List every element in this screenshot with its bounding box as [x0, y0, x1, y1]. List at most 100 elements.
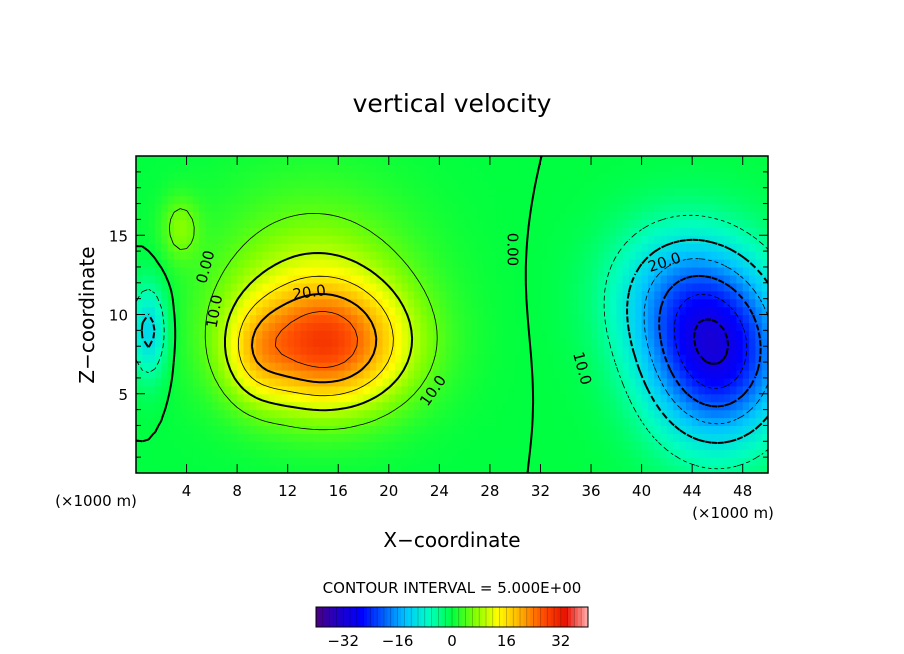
colorbar-swatch: [404, 607, 409, 627]
contour-level-0: [136, 156, 543, 473]
colorbar-swatch: [316, 607, 320, 627]
colorbar-swatch: [363, 607, 368, 627]
colorbar-swatch: [394, 607, 398, 627]
y-axis-title: Z−coordinate: [75, 246, 99, 383]
colorbar-swatch: [557, 607, 562, 627]
colorbar-swatch: [533, 607, 538, 627]
colorbar-swatch: [380, 607, 385, 627]
colorbar-swatch: [526, 607, 531, 627]
contour-interval-text: CONTOUR INTERVAL = 5.000E+00: [323, 579, 582, 597]
contour-level-neg10: [140, 238, 768, 444]
colorbar-swatch: [458, 607, 463, 627]
colorbar-swatch: [574, 607, 579, 627]
colorbar-swatch: [513, 607, 517, 627]
colorbar-swatch: [509, 607, 514, 627]
colorbar-swatch: [581, 607, 585, 627]
colorbar-swatch: [577, 607, 582, 627]
contour-level-20: [250, 293, 378, 384]
y-tick-label: 10: [109, 307, 128, 325]
colorbar-swatch: [336, 607, 341, 627]
colorbar-swatch: [407, 607, 412, 627]
x-tick-label: 4: [182, 482, 192, 500]
colorbar-swatch: [411, 607, 415, 627]
contour-label: 10.0: [203, 293, 227, 329]
colorbar-frame: [315, 606, 589, 628]
colorbar-swatch: [503, 607, 507, 627]
colorbar-swatch: [543, 607, 548, 627]
colorbar-swatch: [489, 607, 494, 627]
colorbar-swatch: [554, 607, 558, 627]
colorbar-swatch: [329, 607, 334, 627]
x-tick-label: 8: [232, 482, 242, 500]
contour-label: 0.00: [504, 233, 522, 266]
contour-level-neg5: [136, 214, 768, 470]
colorbar-swatch: [496, 607, 500, 627]
x-tick-label: 16: [329, 482, 348, 500]
contour-level-neg30: [693, 318, 730, 365]
y-tick-label: 15: [109, 227, 128, 245]
colorbar-tick-label: −32: [327, 632, 359, 650]
colorbar-swatch: [435, 607, 439, 627]
contour-level-5: [168, 208, 438, 431]
colorbar-swatch: [421, 607, 426, 627]
colorbar-swatch: [560, 607, 565, 627]
contour-level-10: [224, 252, 414, 412]
colorbar-swatch: [384, 607, 388, 627]
colorbar-swatch: [428, 607, 432, 627]
colorbar-swatch: [540, 607, 545, 627]
colorbar-swatch: [377, 607, 381, 627]
colorbar-swatch: [370, 607, 375, 627]
colorbar-swatch: [424, 607, 429, 627]
colorbar-swatch: [343, 607, 347, 627]
x-tick-label: 36: [581, 482, 600, 500]
colorbar-tick-label: 32: [551, 632, 570, 650]
x-tick-label: 44: [683, 482, 702, 500]
colorbar-swatch: [571, 607, 575, 627]
colorbar-swatch: [387, 607, 392, 627]
colorbar-swatch: [445, 607, 449, 627]
colorbar-swatch: [530, 607, 534, 627]
colorbar-swatch: [418, 607, 422, 627]
colorbar-swatch: [438, 607, 443, 627]
colorbar-tick-label: 16: [497, 632, 516, 650]
x-tick-label: 32: [531, 482, 550, 500]
colorbar-swatch: [339, 607, 344, 627]
colorbar-swatch: [506, 607, 511, 627]
colorbar-swatch: [346, 607, 351, 627]
colorbar-swatch: [333, 607, 337, 627]
colorbar-swatch: [516, 607, 521, 627]
contour-lines: [136, 156, 768, 473]
colorbar-swatch: [475, 607, 480, 627]
colorbar-swatch: [479, 607, 483, 627]
x-axis-title: X−coordinate: [383, 528, 520, 552]
colorbar-swatch: [550, 607, 555, 627]
colorbar-swatch: [567, 607, 572, 627]
x-tick-label: 24: [430, 482, 449, 500]
colorbar-swatch: [462, 607, 466, 627]
colorbar-tick-label: −16: [382, 632, 414, 650]
colorbar: −32 −16 0 16 32: [315, 606, 589, 650]
colorbar-swatch: [499, 607, 504, 627]
colorbar-swatch: [452, 607, 456, 627]
colorbar-swatch: [455, 607, 460, 627]
contour-level-25: [275, 311, 358, 368]
x-tick-label: 40: [632, 482, 651, 500]
contour-level-neg20: [658, 274, 762, 408]
colorbar-swatch: [353, 607, 358, 627]
x-unit-label: (×1000 m): [692, 504, 774, 522]
colorbar-swatch: [414, 607, 419, 627]
colorbar-swatch: [373, 607, 378, 627]
y-tick-label: 5: [118, 386, 128, 404]
colorbar-swatch: [523, 607, 528, 627]
colorbar-swatch: [448, 607, 453, 627]
colorbar-swatch: [564, 607, 568, 627]
colorbar-swatch: [401, 607, 405, 627]
colorbar-swatch: [397, 607, 402, 627]
contour-label: 20.0: [291, 281, 327, 303]
colorbar-swatch: [472, 607, 477, 627]
colorbar-swatch: [367, 607, 371, 627]
colorbar-swatch: [360, 607, 364, 627]
colorbar-swatch: [547, 607, 551, 627]
velocity-field: [136, 156, 768, 473]
